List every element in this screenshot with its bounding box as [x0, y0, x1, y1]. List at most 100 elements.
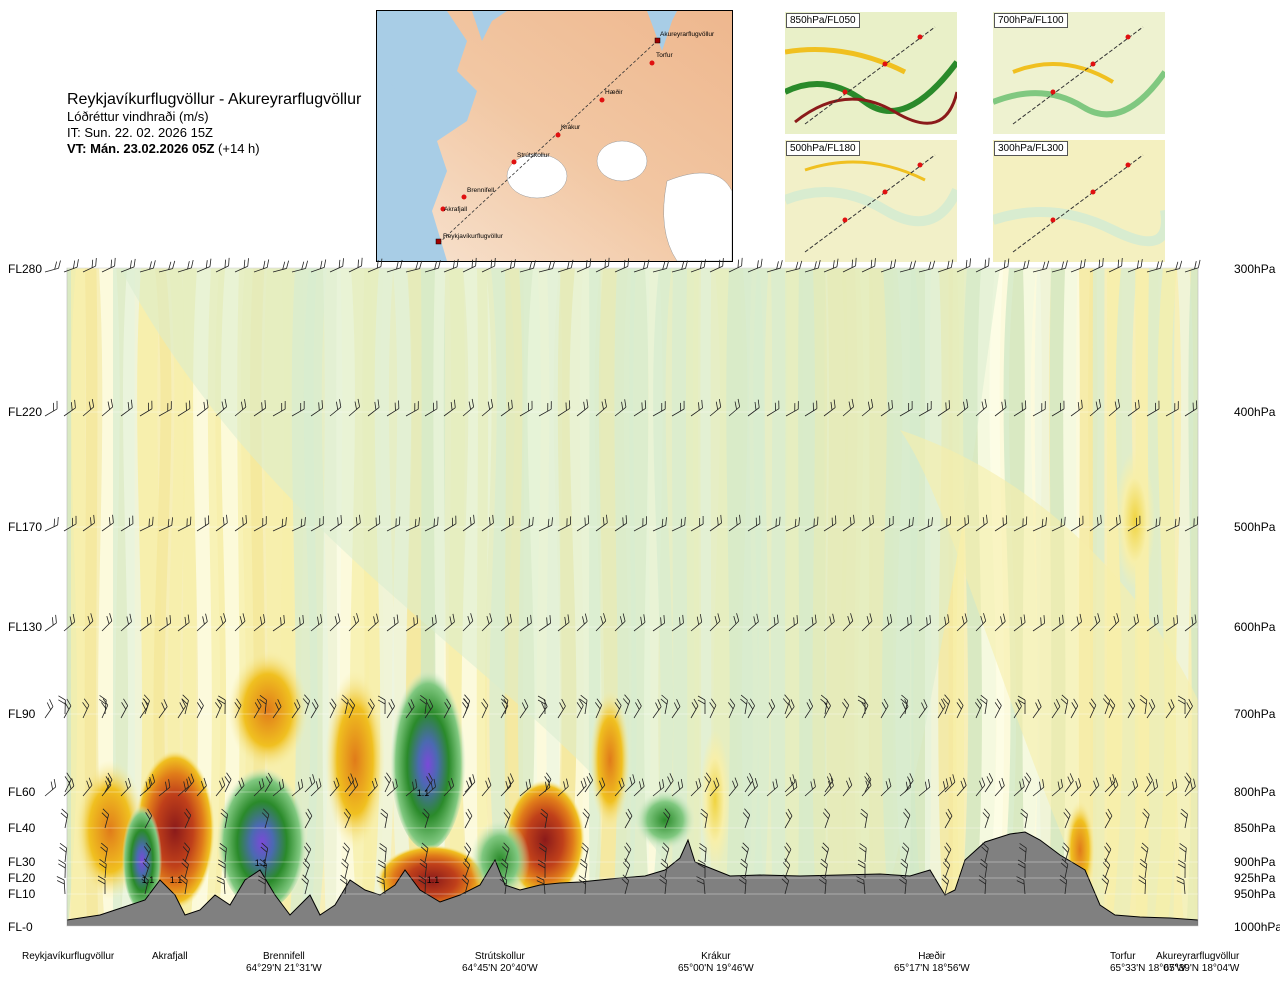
hpa-label: 600hPa [1234, 620, 1276, 634]
wind-barb [519, 699, 529, 719]
wind-barb [139, 516, 154, 532]
wind-barb [63, 515, 77, 532]
wind-barb [1184, 516, 1199, 532]
wind-barb [419, 858, 428, 879]
initial-time: IT: Sun. 22. 02. 2026 15Z [67, 125, 213, 140]
mini-map-300: 300hPa/FL300 [993, 140, 1165, 262]
wind-barb [944, 808, 953, 829]
wind-barb [880, 614, 893, 632]
wind-barb [1070, 515, 1084, 532]
wind-barb [424, 516, 439, 532]
wind-barb [1142, 808, 1150, 829]
wind-barb [1070, 258, 1086, 273]
wind-barb [860, 808, 868, 829]
wind-barb [1108, 514, 1121, 532]
wind-barb [443, 613, 455, 632]
wind-barb [44, 614, 57, 632]
wind-barb [216, 876, 226, 895]
wind-barb [101, 613, 113, 632]
velocity-band [1204, 268, 1226, 926]
wind-barb [177, 698, 186, 719]
wind-barb [220, 808, 229, 829]
wind-barb [1063, 808, 1071, 829]
mini-map-label: 700hPa/FL100 [994, 13, 1068, 28]
wind-barb [367, 777, 378, 797]
chart-title-block: Reykjavíkurflugvöllur - Akureyrarflugvöl… [67, 90, 361, 157]
wind-barb [1184, 778, 1196, 797]
wind-barb [624, 774, 636, 793]
wind-barb [1089, 698, 1097, 719]
wind-barb [342, 842, 350, 863]
wind-barb [120, 258, 136, 273]
wind-barb [1019, 843, 1027, 863]
wind-barb [747, 777, 758, 797]
wind-barb [899, 614, 912, 632]
wind-barb [424, 772, 433, 793]
wind-barb [329, 258, 344, 273]
wind-barb [1165, 517, 1180, 532]
wind-barb [253, 259, 270, 273]
wind-barb [538, 260, 556, 273]
wind-barb [259, 859, 267, 879]
wind-barb [690, 259, 706, 273]
route-map: Akureyrarflugvöllur Torfur Hæðir Krákur … [376, 10, 733, 262]
wind-barb [690, 614, 703, 632]
wind-barb [652, 260, 670, 273]
wind-barb [386, 259, 403, 273]
wind-barb [690, 778, 702, 797]
wind-barb [937, 778, 949, 797]
wind-barb [538, 517, 553, 532]
wind-barb [538, 615, 551, 632]
wind-barb [1184, 772, 1192, 793]
wind-barb [158, 260, 176, 273]
wind-barb [272, 260, 290, 273]
wind-barb [259, 695, 267, 715]
wind-barb [595, 398, 607, 417]
wind-barb [994, 777, 1005, 797]
wind-barb [343, 808, 351, 829]
wind-barb [804, 778, 816, 797]
wind-barb [158, 401, 172, 417]
wind-barb [941, 874, 949, 895]
wind-barb [766, 516, 781, 532]
wind-barb [671, 778, 684, 797]
wind-barb [1089, 613, 1101, 632]
wind-barb [1017, 859, 1026, 879]
wind-barb [823, 515, 837, 532]
wind-barb [942, 694, 951, 715]
wind-barb [1108, 257, 1123, 273]
wind-barb [614, 698, 622, 719]
wind-barb [329, 698, 337, 719]
wind-barb [215, 698, 223, 719]
wind-barb [405, 260, 423, 273]
wind-barb [101, 398, 114, 417]
wind-barb [982, 808, 990, 829]
wind-barb [880, 399, 893, 417]
wind-barb [1060, 858, 1069, 879]
wind-barb [377, 859, 386, 879]
wind-barb [1070, 399, 1083, 417]
map-label-haedir: Hæðir [605, 88, 624, 96]
wind-barb [310, 516, 324, 532]
wind-barb [937, 516, 951, 532]
wind-barb [633, 516, 647, 532]
wind-barb [367, 698, 375, 719]
wind-barb [424, 698, 434, 719]
wind-barb [579, 694, 588, 715]
location-brennifell: Brennifell 64°29'N 21°31'W [246, 951, 322, 974]
map-label-strutskollur: Strútskollur [517, 152, 550, 159]
wind-barb [1184, 400, 1198, 417]
wind-barb [856, 876, 866, 895]
wind-barb [234, 258, 249, 273]
wind-barb [595, 613, 607, 632]
fl-label: FL90 [8, 707, 36, 721]
wind-barb [234, 613, 246, 632]
wind-barb [979, 694, 988, 715]
wind-barb [652, 517, 667, 532]
wind-barb [367, 258, 383, 273]
wind-barb [272, 779, 285, 797]
wind-barb [63, 613, 76, 632]
wind-barb [329, 777, 340, 797]
wind-barb [1176, 876, 1186, 895]
